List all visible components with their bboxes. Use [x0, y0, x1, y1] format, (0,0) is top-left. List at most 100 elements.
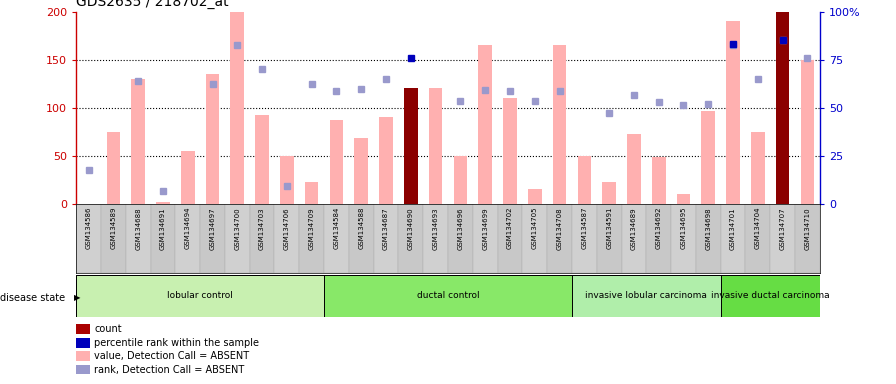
Text: GSM134691: GSM134691: [159, 207, 166, 250]
Text: GSM134690: GSM134690: [408, 207, 414, 250]
Bar: [646, 204, 671, 273]
Text: GSM134707: GSM134707: [780, 207, 786, 250]
Text: GSM134586: GSM134586: [85, 207, 91, 250]
Bar: [404, 88, 418, 204]
Bar: [702, 111, 715, 204]
Text: GSM134705: GSM134705: [531, 207, 538, 250]
Bar: [355, 138, 368, 204]
Text: GSM134591: GSM134591: [606, 207, 612, 250]
Text: invasive ductal carcinoma: invasive ductal carcinoma: [711, 291, 830, 300]
Bar: [528, 189, 541, 204]
Bar: [379, 117, 392, 204]
Bar: [727, 21, 740, 204]
Text: GSM134697: GSM134697: [210, 207, 216, 250]
Text: value, Detection Call = ABSENT: value, Detection Call = ABSENT: [94, 351, 249, 361]
Bar: [404, 96, 418, 204]
Text: GSM134704: GSM134704: [754, 207, 761, 250]
Bar: [132, 79, 145, 204]
Text: GSM134708: GSM134708: [556, 207, 563, 250]
Bar: [497, 204, 522, 273]
Bar: [776, 12, 789, 204]
Text: GSM134695: GSM134695: [680, 207, 686, 250]
Bar: [720, 204, 745, 273]
Bar: [125, 204, 151, 273]
Text: disease state: disease state: [0, 293, 65, 303]
Bar: [478, 45, 492, 204]
Bar: [627, 134, 641, 204]
Bar: [330, 120, 343, 204]
Text: percentile rank within the sample: percentile rank within the sample: [94, 338, 259, 348]
Bar: [448, 204, 473, 273]
Bar: [473, 204, 497, 273]
Bar: [156, 202, 169, 204]
Text: GSM134687: GSM134687: [383, 207, 389, 250]
Bar: [504, 98, 517, 204]
Text: GSM134700: GSM134700: [234, 207, 240, 250]
Bar: [76, 275, 324, 317]
Bar: [776, 12, 789, 204]
Text: GSM134709: GSM134709: [308, 207, 314, 250]
Text: GSM134701: GSM134701: [730, 207, 737, 250]
Bar: [305, 182, 318, 204]
Bar: [280, 156, 294, 204]
Bar: [176, 204, 200, 273]
Bar: [572, 275, 720, 317]
Text: GSM134702: GSM134702: [507, 207, 513, 250]
Text: lobular control: lobular control: [168, 291, 233, 300]
Bar: [250, 204, 274, 273]
Bar: [720, 275, 820, 317]
Text: rank, Detection Call = ABSENT: rank, Detection Call = ABSENT: [94, 365, 245, 375]
Bar: [696, 204, 720, 273]
Text: GSM134692: GSM134692: [656, 207, 662, 250]
Text: GSM134696: GSM134696: [457, 207, 463, 250]
Bar: [299, 204, 324, 273]
Bar: [622, 204, 646, 273]
Text: GSM134587: GSM134587: [582, 207, 588, 250]
Text: ductal control: ductal control: [417, 291, 479, 300]
Text: GSM134698: GSM134698: [705, 207, 711, 250]
Bar: [206, 74, 220, 204]
Bar: [771, 204, 795, 273]
Bar: [255, 115, 269, 204]
Bar: [801, 60, 814, 204]
Bar: [399, 204, 423, 273]
Bar: [76, 204, 101, 273]
Text: GDS2635 / 218702_at: GDS2635 / 218702_at: [76, 0, 228, 9]
Text: GSM134693: GSM134693: [433, 207, 439, 250]
Text: GSM134694: GSM134694: [185, 207, 191, 250]
Bar: [101, 204, 125, 273]
Bar: [602, 182, 616, 204]
Bar: [751, 131, 764, 204]
Bar: [274, 204, 299, 273]
Text: count: count: [94, 324, 122, 334]
Bar: [597, 204, 622, 273]
Bar: [553, 45, 566, 204]
Bar: [225, 204, 250, 273]
Text: GSM134589: GSM134589: [110, 207, 116, 250]
Bar: [423, 204, 448, 273]
Bar: [671, 204, 696, 273]
Bar: [324, 204, 349, 273]
Bar: [676, 194, 690, 204]
Text: GSM134588: GSM134588: [358, 207, 365, 250]
Bar: [572, 204, 597, 273]
Text: GSM134688: GSM134688: [135, 207, 142, 250]
Bar: [230, 12, 244, 204]
Bar: [200, 204, 225, 273]
Bar: [374, 204, 399, 273]
Bar: [745, 204, 771, 273]
Bar: [181, 151, 194, 204]
Bar: [547, 204, 572, 273]
Text: GSM134699: GSM134699: [482, 207, 488, 250]
Text: invasive lobular carcinoma: invasive lobular carcinoma: [585, 291, 707, 300]
Bar: [429, 88, 443, 204]
Text: GSM134584: GSM134584: [333, 207, 340, 249]
Bar: [522, 204, 547, 273]
Bar: [107, 131, 120, 204]
Text: ▶: ▶: [73, 293, 80, 302]
Bar: [151, 204, 176, 273]
Bar: [578, 156, 591, 204]
Bar: [652, 157, 666, 204]
Bar: [349, 204, 374, 273]
Text: GSM134710: GSM134710: [805, 207, 811, 250]
